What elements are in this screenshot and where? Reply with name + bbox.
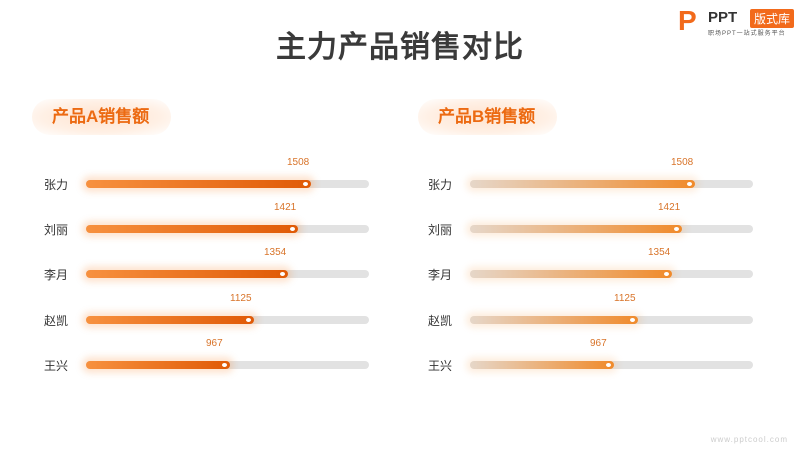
logo-name: PPT bbox=[708, 9, 738, 26]
bar bbox=[470, 316, 638, 324]
bar bbox=[86, 316, 254, 324]
bar-end-dot-icon bbox=[674, 227, 679, 231]
category-label: 刘丽 bbox=[428, 223, 453, 237]
bar-end-dot-icon bbox=[290, 227, 295, 231]
bar-end-dot-icon bbox=[222, 363, 227, 367]
data-label: 1508 bbox=[671, 157, 694, 168]
bar-end-dot-icon bbox=[664, 272, 669, 276]
category-label: 刘丽 bbox=[44, 223, 69, 237]
bar bbox=[470, 270, 672, 278]
category-label: 赵凯 bbox=[44, 314, 69, 328]
category-label: 赵凯 bbox=[428, 314, 453, 328]
logo-slogan: 职场PPT一站式服务平台 bbox=[708, 31, 786, 37]
bar bbox=[470, 180, 695, 188]
bar-track bbox=[86, 361, 369, 369]
bar bbox=[86, 225, 298, 233]
data-label: 967 bbox=[206, 338, 223, 349]
bar bbox=[470, 361, 614, 369]
category-label: 王兴 bbox=[428, 359, 453, 373]
data-label: 1125 bbox=[614, 293, 636, 304]
bar-end-dot-icon bbox=[687, 182, 692, 186]
logo-mark-icon: P bbox=[678, 5, 697, 36]
bar-track bbox=[86, 180, 369, 188]
category-label: 张力 bbox=[428, 178, 453, 192]
bar-end-dot-icon bbox=[280, 272, 285, 276]
bar-end-dot-icon bbox=[246, 318, 251, 322]
logo: P PPT 版式库 职场PPT一站式服务平台 bbox=[678, 5, 798, 38]
category-label: 王兴 bbox=[44, 359, 69, 373]
bar-track bbox=[86, 316, 369, 324]
category-label: 张力 bbox=[44, 178, 69, 192]
bar-track bbox=[86, 225, 369, 233]
bar-end-dot-icon bbox=[630, 318, 635, 322]
data-label: 1354 bbox=[264, 247, 287, 258]
bar-track bbox=[470, 225, 753, 233]
bar bbox=[86, 270, 288, 278]
bar-track bbox=[470, 180, 753, 188]
bar-end-dot-icon bbox=[303, 182, 308, 186]
bar bbox=[86, 361, 230, 369]
page-title: 主力产品销售对比 bbox=[276, 31, 524, 64]
category-label: 李月 bbox=[428, 268, 453, 282]
data-label: 1421 bbox=[658, 202, 681, 213]
bar bbox=[470, 225, 682, 233]
bar-track bbox=[470, 316, 753, 324]
bar-track bbox=[470, 270, 753, 278]
chart-a-title: 产品A销售额 bbox=[32, 99, 172, 135]
logo-tag: 版式库 bbox=[750, 9, 795, 28]
category-label: 李月 bbox=[44, 268, 69, 282]
watermark: www.pptcool.com bbox=[710, 435, 788, 444]
bar-track bbox=[470, 361, 753, 369]
chart-b-title: 产品B销售额 bbox=[418, 99, 558, 135]
bar bbox=[86, 180, 311, 188]
data-label: 1354 bbox=[648, 247, 671, 258]
data-label: 967 bbox=[590, 338, 607, 349]
data-label: 1125 bbox=[230, 293, 252, 304]
data-label: 1508 bbox=[287, 157, 310, 168]
bar-track bbox=[86, 270, 369, 278]
data-label: 1421 bbox=[274, 202, 297, 213]
bar-end-dot-icon bbox=[606, 363, 611, 367]
